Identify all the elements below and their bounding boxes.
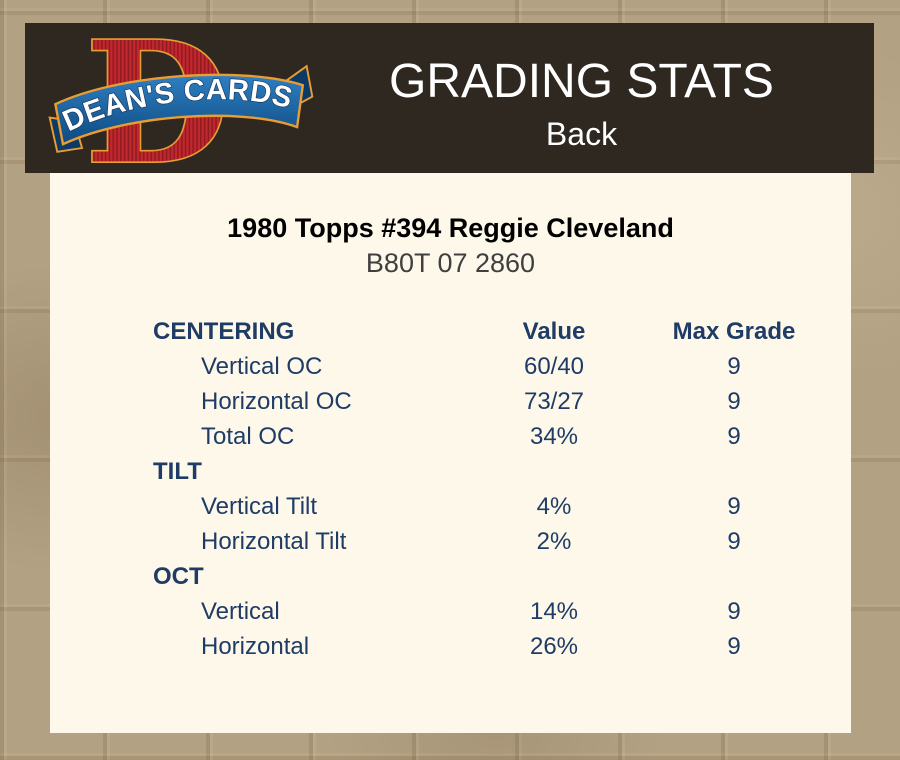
row-value: 4% [536, 493, 572, 520]
empty-cell [449, 559, 659, 594]
row-max-grade: 9 [727, 388, 741, 415]
column-header-max-grade: Max Grade [672, 318, 796, 345]
header-titles: GRADING STATS Back [325, 23, 838, 173]
row-value: 2% [536, 528, 572, 555]
row-label: Horizontal Tilt [201, 528, 347, 555]
column-header-value: Value [522, 318, 586, 345]
row-max-grade: 9 [727, 598, 741, 625]
table-row-horizontal-oc: Horizontal OC 73/27 9 [153, 384, 851, 419]
row-label: Vertical OC [201, 353, 323, 380]
section-header-tilt: TILT [153, 454, 851, 489]
table-row-oct-vertical: Vertical 14% 9 [153, 594, 851, 629]
header-bar: D DEAN'S CARDS GRADING STATS Back [25, 5, 874, 203]
stats-panel: 1980 Topps #394 Reggie Cleveland B80T 07… [50, 173, 851, 733]
empty-cell [449, 454, 659, 489]
page-title: GRADING STATS [389, 54, 774, 108]
card-serial-number: B80T 07 2860 [365, 248, 536, 278]
row-label: Vertical [201, 598, 280, 625]
deans-cards-logo-art: D DEAN'S CARDS [48, 5, 314, 203]
empty-cell [659, 454, 809, 489]
table-row-horizontal-tilt: Horizontal Tilt 2% 9 [153, 524, 851, 559]
row-max-grade: 9 [727, 633, 741, 660]
row-max-grade: 9 [727, 353, 741, 380]
row-value: 73/27 [523, 388, 585, 415]
table-header-row: CENTERING Value Max Grade [153, 314, 851, 349]
card-title: 1980 Topps #394 Reggie Cleveland [227, 213, 674, 243]
row-max-grade: 9 [727, 423, 741, 450]
row-value: 26% [529, 633, 579, 660]
section-name: OCT [153, 563, 204, 590]
section-header-oct: OCT [153, 559, 851, 594]
row-max-grade: 9 [727, 528, 741, 555]
table-row-vertical-oc: Vertical OC 60/40 9 [153, 349, 851, 384]
row-max-grade: 9 [727, 493, 741, 520]
logo-ribbon-band [54, 73, 305, 146]
row-label: Horizontal OC [201, 388, 352, 415]
column-header-centering: CENTERING [153, 318, 295, 345]
grading-stats-table: CENTERING Value Max Grade Vertical OC 60… [50, 314, 851, 664]
card-side-subtitle: Back [545, 116, 618, 153]
row-label: Horizontal [201, 633, 310, 660]
table-row-oct-horizontal: Horizontal 26% 9 [153, 629, 851, 664]
row-value: 34% [529, 423, 579, 450]
deans-cards-logo: D DEAN'S CARDS [47, 5, 315, 203]
row-value: 60/40 [523, 353, 585, 380]
table-row-vertical-tilt: Vertical Tilt 4% 9 [153, 489, 851, 524]
row-label: Vertical Tilt [201, 493, 318, 520]
section-name: TILT [153, 458, 202, 485]
empty-cell [659, 559, 809, 594]
table-row-total-oc: Total OC 34% 9 [153, 419, 851, 454]
row-value: 14% [529, 598, 579, 625]
row-label: Total OC [201, 423, 295, 450]
